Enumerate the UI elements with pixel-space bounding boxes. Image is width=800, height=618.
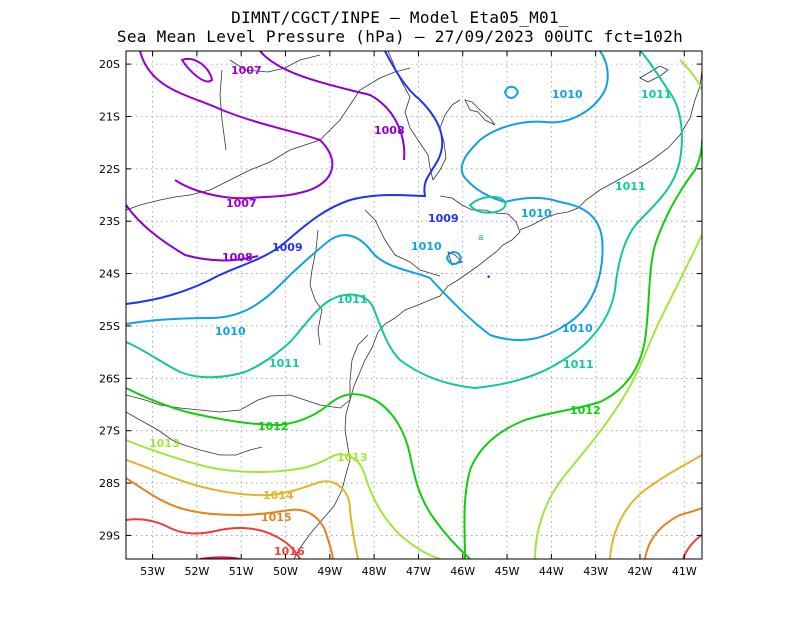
isobar-1011	[126, 51, 683, 390]
contour-label: 1010	[215, 325, 246, 338]
isobar-1016	[126, 518, 301, 559]
state-border	[349, 334, 369, 400]
contour-label: 1008	[374, 124, 405, 137]
lat-tick-label: 29S	[99, 529, 120, 542]
isobar-1012	[463, 139, 702, 559]
contour-label: 1013	[149, 437, 180, 450]
axis-ticks: 20S 21S 22S 23S 24S 25S 26S 27S 28S 29S 53W 52W 51W 5…	[99, 51, 702, 578]
isobar-1012	[126, 387, 471, 559]
lon-tick-label: 47W	[406, 565, 431, 578]
isobar-1013	[126, 439, 441, 559]
isobar-1014	[126, 459, 359, 559]
coastline	[377, 195, 521, 333]
isobar-1014	[609, 454, 702, 559]
lon-tick-label: 42W	[628, 565, 653, 578]
contour-label: 1012	[258, 420, 289, 433]
lon-tick-label: 46W	[450, 565, 475, 578]
map-title-line-2: Sea Mean Level Pressure (hPa) – 27/09/20…	[116, 27, 684, 46]
isobar-1010	[503, 85, 520, 99]
state-border	[229, 54, 321, 73]
lon-tick-label: 43W	[583, 565, 608, 578]
lat-tick-label: 21S	[99, 110, 120, 123]
lon-tick-label: 45W	[495, 565, 520, 578]
isobar-1007	[139, 51, 334, 200]
contour-label: 1011	[641, 88, 672, 101]
coastline	[432, 99, 461, 181]
isobar-layer	[126, 51, 702, 559]
isobar-1013	[534, 234, 702, 559]
lat-tick-label: 25S	[99, 320, 120, 333]
state-border	[126, 411, 263, 456]
lat-tick-label: 24S	[99, 268, 120, 281]
lon-tick-label: 50W	[273, 565, 298, 578]
isobar-1007	[180, 57, 214, 83]
isobar-1010	[126, 51, 609, 342]
state-border	[364, 209, 441, 277]
contour-label: 1014	[263, 489, 294, 502]
lon-tick-label: 53W	[140, 565, 165, 578]
contour-label: 1011	[337, 293, 368, 306]
contour-label: 1010	[552, 88, 583, 101]
lat-tick-label: 27S	[99, 425, 120, 438]
contour-label: 1010	[411, 240, 442, 253]
contour-label: 1011	[615, 180, 646, 193]
lon-tick-label: 48W	[362, 565, 387, 578]
map-gridlines	[126, 51, 702, 559]
isobar-1010	[445, 251, 463, 265]
state-border	[126, 394, 351, 413]
coastline-layer	[126, 51, 702, 559]
coastline	[519, 69, 702, 231]
contour-label: 1008	[222, 251, 253, 264]
state-border	[126, 67, 411, 211]
lat-tick-label: 26S	[99, 372, 120, 385]
coastline	[293, 331, 379, 559]
contour-label: 1015	[261, 511, 292, 524]
contour-label: 1009	[272, 241, 303, 254]
contour-label: 1011	[269, 357, 300, 370]
map-marker: a	[478, 233, 484, 243]
lon-tick-label: 41W	[672, 565, 697, 578]
contour-label: 1010	[562, 322, 593, 335]
contour-label: 1009	[428, 212, 459, 225]
map-title-line-1: DIMNT/CGCT/INPE – Model Eta05_M01_	[231, 8, 569, 27]
contour-label: 1011	[563, 358, 594, 371]
lat-tick-label: 23S	[99, 215, 120, 228]
lon-tick-label: 51W	[229, 565, 254, 578]
island	[639, 65, 669, 83]
contour-label: 1007	[231, 64, 262, 77]
isobar-1015	[644, 507, 702, 559]
contour-label: 1012	[570, 404, 601, 417]
map-marker: •	[486, 273, 491, 283]
lon-tick-label: 49W	[317, 565, 342, 578]
lat-tick-label: 22S	[99, 163, 120, 176]
lat-tick-label: 28S	[99, 477, 120, 490]
island	[447, 251, 463, 266]
isobar-1015	[126, 477, 334, 559]
contour-label: 1016	[274, 545, 305, 558]
isobar-1013	[679, 59, 702, 91]
map-frame	[125, 50, 703, 560]
isobar-labels: 1007 1007 1008 1008 1009 1009 1010 1010 …	[149, 64, 672, 558]
isobar-1011	[468, 195, 507, 214]
island	[464, 99, 496, 126]
contour-label: 1013	[337, 451, 368, 464]
lat-tick-label: 20S	[99, 58, 120, 71]
contour-label: 1007	[226, 197, 257, 210]
lon-tick-label: 44W	[539, 565, 564, 578]
lon-tick-label: 52W	[184, 565, 209, 578]
state-border	[219, 69, 227, 151]
contour-label: 1010	[521, 207, 552, 220]
isobar-1016	[682, 534, 702, 559]
isobar-1009	[126, 51, 444, 305]
isobar-1008	[259, 51, 406, 161]
isobar-1008	[126, 204, 259, 262]
